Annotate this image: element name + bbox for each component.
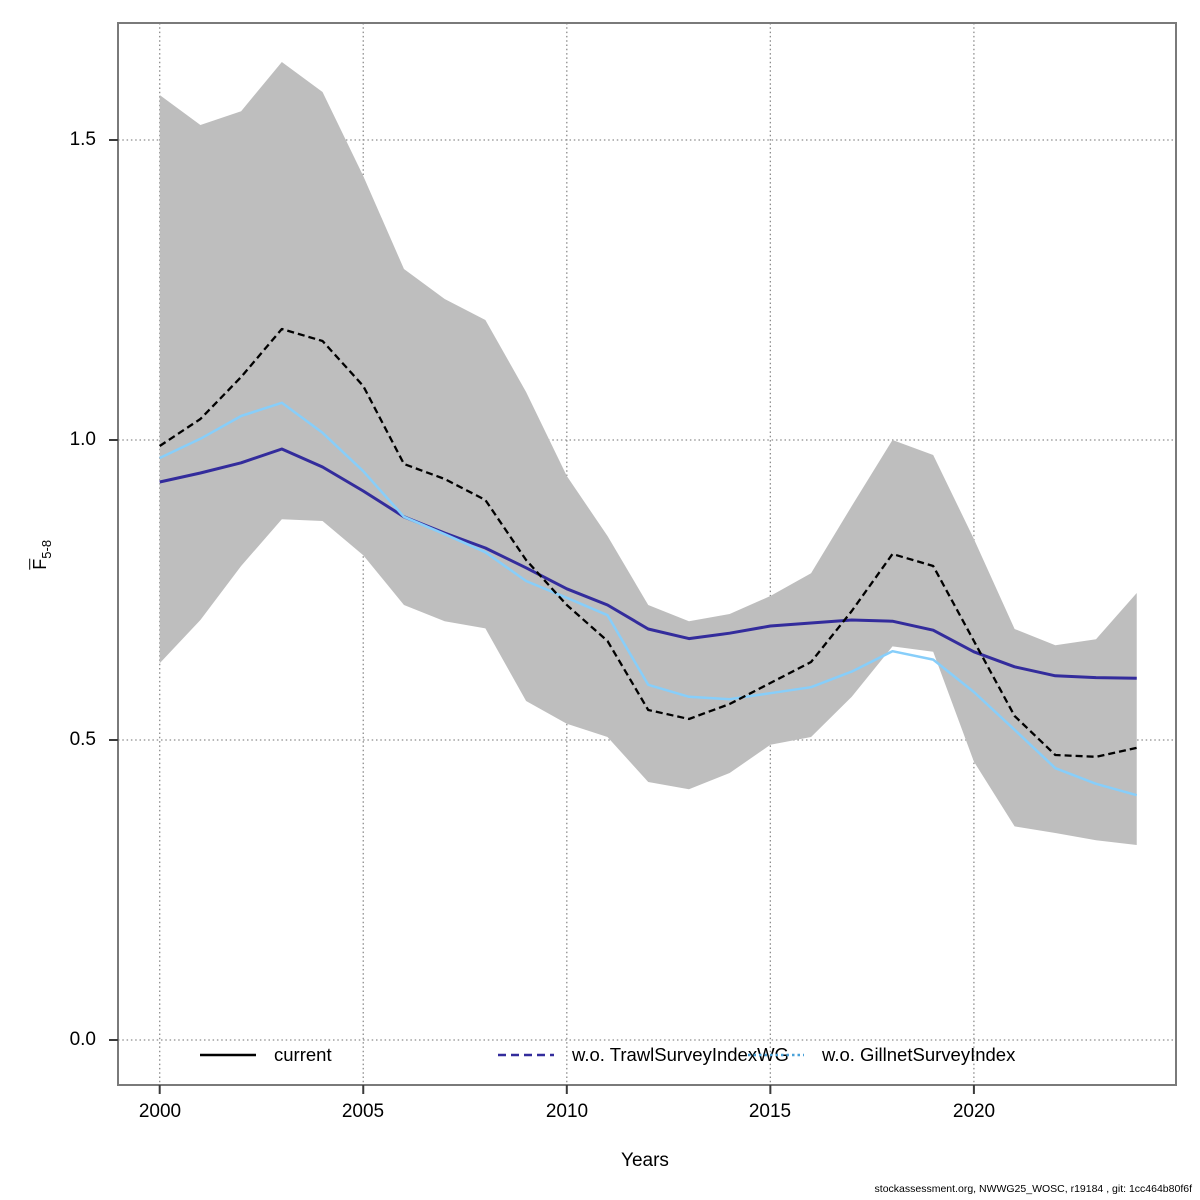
legend-item-trawlsurveyindexwg: w.o. TrawlSurveyIndexWG <box>496 1044 789 1066</box>
x-tick-label: 2020 <box>952 1101 996 1122</box>
legend-label: w.o. TrawlSurveyIndexWG <box>572 1044 789 1065</box>
legend-item-gillnetsurveyindex: w.o. GillnetSurveyIndex <box>746 1044 1015 1066</box>
x-axis-title: Years <box>621 1150 669 1171</box>
y-axis-title-subscript: 5-8 <box>38 539 54 559</box>
y-tick-label: 0.0 <box>69 1029 96 1050</box>
legend-line-trawl-icon <box>498 1053 554 1057</box>
legend-label: current <box>274 1044 332 1065</box>
x-tick-label: 2005 <box>341 1101 385 1122</box>
legend-label: w.o. GillnetSurveyIndex <box>822 1044 1016 1065</box>
x-tick-label: 2010 <box>545 1101 589 1122</box>
x-tick-label: 2015 <box>748 1101 792 1122</box>
y-tick-label: 1.0 <box>69 429 96 450</box>
y-tick-label: 0.5 <box>69 729 96 750</box>
legend-line-gillnet-icon <box>748 1053 804 1057</box>
y-axis-title-base: F <box>30 558 51 570</box>
x-tick-label: 2000 <box>138 1101 182 1122</box>
legend-item-current: current <box>198 1044 332 1066</box>
legend-line-current-icon <box>200 1053 256 1057</box>
y-axis-title: F5-8 <box>30 495 54 615</box>
y-tick-label: 1.5 <box>69 129 96 150</box>
footer-attribution: stockassessment.org, NWWG25_WOSC, r19184… <box>874 1183 1192 1195</box>
